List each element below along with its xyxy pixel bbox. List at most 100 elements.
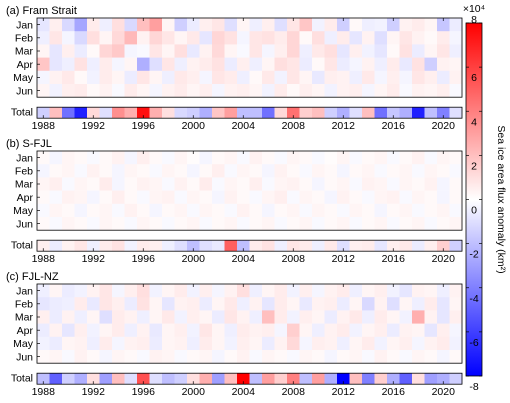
total-cell — [349, 240, 363, 252]
total-cell — [224, 373, 238, 385]
heatmap-cell — [212, 151, 225, 165]
year-label: 2016 — [382, 386, 406, 398]
total-cell — [174, 240, 188, 252]
heatmap-cell — [112, 350, 125, 364]
heatmap-cell — [149, 323, 163, 338]
heatmap-cell — [449, 31, 463, 45]
heatmap-cell — [237, 284, 250, 298]
heatmap-cell — [362, 323, 375, 338]
heatmap-cell — [237, 297, 250, 311]
heatmap-cell — [312, 336, 325, 351]
year-label: 2020 — [432, 253, 456, 265]
heatmap-cell — [224, 177, 238, 191]
heatmap-cell — [399, 336, 413, 351]
month-label: Apr — [17, 192, 34, 204]
heatmap-cell — [162, 284, 175, 298]
month-label: May — [13, 338, 34, 350]
heatmap-cell — [224, 297, 238, 311]
year-label: 1988 — [32, 120, 56, 132]
heatmap-cell — [124, 297, 138, 311]
heatmap-cell — [149, 84, 163, 98]
heatmap-cell — [124, 284, 138, 298]
heatmap-cell — [374, 31, 388, 45]
heatmap-cell — [387, 44, 400, 58]
heatmap-cell — [137, 190, 150, 205]
heatmap-cell — [349, 57, 363, 72]
heatmap-cell — [174, 284, 188, 298]
heatmap-cell — [262, 84, 275, 98]
heatmap-cell — [137, 44, 150, 58]
heatmap-cell — [49, 84, 63, 98]
total-cell — [274, 240, 288, 252]
heatmap-cell — [87, 310, 100, 324]
heatmap-cell — [199, 84, 213, 98]
heatmap-cell — [199, 18, 213, 32]
heatmap-cell — [412, 164, 425, 178]
month-label: Apr — [17, 59, 34, 71]
heatmap-cell — [99, 190, 113, 205]
heatmap-cell — [424, 18, 438, 32]
heatmap-cell — [262, 44, 275, 58]
year-label: 2012 — [332, 120, 356, 132]
total-cell — [399, 240, 413, 252]
total-cell — [224, 240, 238, 252]
heatmap-cell — [412, 151, 425, 165]
heatmap-cell — [124, 190, 138, 205]
heatmap-cell — [299, 177, 313, 191]
heatmap-cell — [74, 190, 88, 205]
heatmap-cell — [412, 297, 425, 311]
heatmap-cell — [199, 350, 213, 364]
heatmap-cell — [124, 164, 138, 178]
year-label: 2012 — [332, 386, 356, 398]
total-cell — [124, 373, 138, 385]
heatmap-cell — [362, 310, 375, 324]
heatmap-cell — [362, 84, 375, 98]
heatmap-cell — [312, 84, 325, 98]
heatmap-cell — [74, 164, 88, 178]
heatmap-cell — [412, 310, 425, 324]
total-cell — [49, 107, 63, 119]
heatmap-cell — [124, 203, 138, 218]
heatmap-cell — [224, 336, 238, 351]
total-cell — [37, 240, 50, 252]
month-label: Mar — [15, 312, 34, 324]
year-label: 2020 — [432, 386, 456, 398]
heatmap-cell — [449, 44, 463, 58]
year-label: 2000 — [182, 120, 206, 132]
heatmap-cell — [249, 84, 263, 98]
heatmap-cell — [337, 151, 350, 165]
heatmap-cell — [349, 70, 363, 85]
heatmap-cell — [337, 57, 350, 72]
heatmap-cell — [424, 190, 438, 205]
heatmap-cell — [112, 57, 125, 72]
heatmap-cell — [187, 284, 200, 298]
total-cell — [324, 373, 338, 385]
heatmap-cell — [287, 57, 300, 72]
heatmap-cell — [124, 310, 138, 324]
heatmap-cell — [437, 284, 450, 298]
colorbar-tick-label: 6 — [471, 72, 477, 84]
heatmap-cell — [262, 57, 275, 72]
heatmap-cell — [424, 350, 438, 364]
heatmap-cell — [74, 284, 88, 298]
total-cell — [37, 373, 50, 385]
heatmap-cell — [37, 350, 50, 364]
total-cell — [387, 107, 400, 119]
heatmap-cell — [149, 350, 163, 364]
heatmap-cell — [199, 297, 213, 311]
total-cell — [187, 240, 200, 252]
heatmap-cell — [149, 284, 163, 298]
heatmap-cell — [224, 323, 238, 338]
heatmap-cell — [224, 151, 238, 165]
heatmap-cell — [287, 323, 300, 338]
year-label: 2008 — [282, 120, 306, 132]
heatmap-cell — [99, 217, 113, 231]
heatmap-cell — [324, 310, 338, 324]
heatmap-cell — [312, 190, 325, 205]
heatmap-cell — [424, 323, 438, 338]
heatmap-cell — [87, 31, 100, 45]
heatmap-cell — [162, 31, 175, 45]
heatmap-cell — [224, 31, 238, 45]
total-cell — [287, 373, 300, 385]
total-cell — [49, 240, 63, 252]
